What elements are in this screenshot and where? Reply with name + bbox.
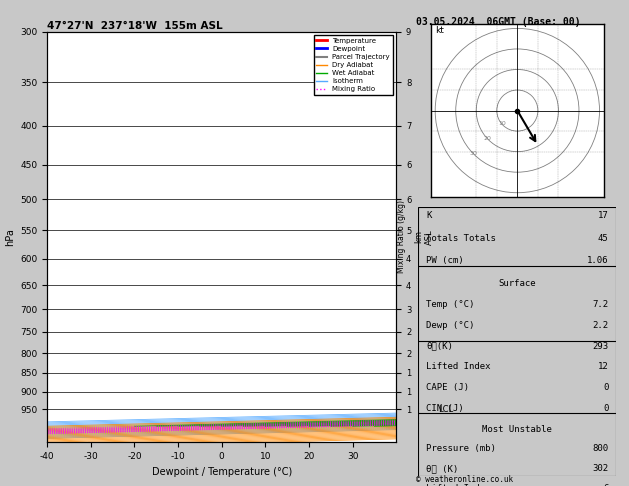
Text: Pressure (mb): Pressure (mb) <box>426 445 496 453</box>
Text: 293: 293 <box>593 342 608 351</box>
Text: K: K <box>426 210 431 220</box>
Legend: Temperature, Dewpoint, Parcel Trajectory, Dry Adiabat, Wet Adiabat, Isotherm, Mi: Temperature, Dewpoint, Parcel Trajectory… <box>314 35 392 95</box>
Text: Most Unstable: Most Unstable <box>482 425 552 434</box>
Y-axis label: hPa: hPa <box>4 228 14 246</box>
Text: 03.05.2024  06GMT (Base: 00): 03.05.2024 06GMT (Base: 00) <box>416 17 581 27</box>
Text: Dewp (°C): Dewp (°C) <box>426 321 475 330</box>
Text: PW (cm): PW (cm) <box>426 257 464 265</box>
Y-axis label: km
ASL: km ASL <box>414 229 433 245</box>
Text: 45: 45 <box>598 234 608 243</box>
Text: © weatheronline.co.uk: © weatheronline.co.uk <box>416 475 513 484</box>
Text: 47°27'N  237°18'W  155m ASL: 47°27'N 237°18'W 155m ASL <box>47 21 223 31</box>
Text: 30: 30 <box>469 151 477 156</box>
Text: 10: 10 <box>499 122 506 126</box>
Text: Temp (°C): Temp (°C) <box>426 300 475 309</box>
Text: kt: kt <box>435 26 444 35</box>
Text: Totals Totals: Totals Totals <box>426 234 496 243</box>
Text: 0: 0 <box>603 383 608 392</box>
Text: 1.06: 1.06 <box>587 257 608 265</box>
Text: Mixing Ratio (g/kg): Mixing Ratio (g/kg) <box>397 200 406 274</box>
Text: θᴄ(K): θᴄ(K) <box>426 342 453 351</box>
Text: 17: 17 <box>598 210 608 220</box>
Text: 12: 12 <box>598 363 608 371</box>
Text: LCL: LCL <box>438 405 454 414</box>
Text: 2.2: 2.2 <box>593 321 608 330</box>
Text: 0: 0 <box>603 404 608 413</box>
Text: CAPE (J): CAPE (J) <box>426 383 469 392</box>
Text: CIN (J): CIN (J) <box>426 404 464 413</box>
Text: 20: 20 <box>484 136 492 141</box>
Text: 302: 302 <box>593 464 608 473</box>
X-axis label: Dewpoint / Temperature (°C): Dewpoint / Temperature (°C) <box>152 467 292 477</box>
Text: Surface: Surface <box>499 279 536 288</box>
Text: 800: 800 <box>593 445 608 453</box>
Text: 7.2: 7.2 <box>593 300 608 309</box>
Text: Lifted Index: Lifted Index <box>426 363 491 371</box>
Text: 6: 6 <box>603 484 608 486</box>
Text: θᴄ (K): θᴄ (K) <box>426 464 459 473</box>
Text: Lifted Index: Lifted Index <box>426 484 491 486</box>
